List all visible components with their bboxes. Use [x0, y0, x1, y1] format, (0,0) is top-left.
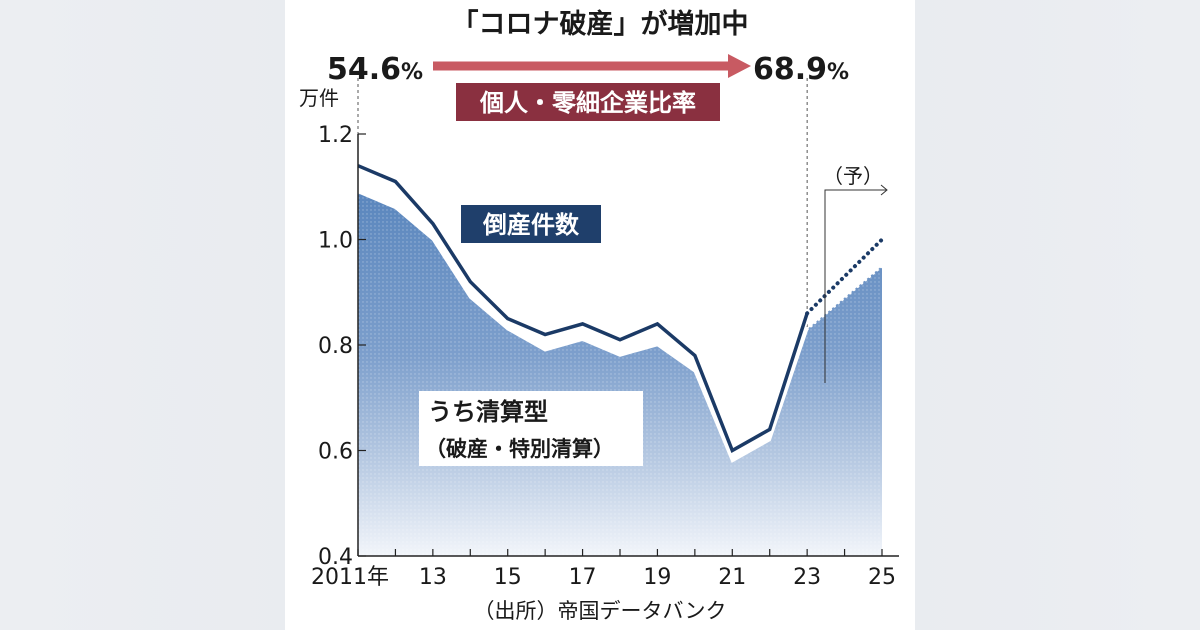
ratio-end: 68.9%: [753, 52, 849, 87]
series-liq-label: うち清算型: [428, 398, 548, 426]
ratio-arrow-head: [728, 54, 751, 78]
x-tick-label: 17: [569, 565, 597, 590]
chart-title: 「コロナ破産」が増加中: [452, 8, 749, 40]
series-total-label-box: [461, 205, 601, 243]
forecast-bracket-tip: [880, 184, 888, 196]
x-tick-label: 13: [419, 565, 447, 590]
line-layer: [356, 162, 884, 463]
x-tick-label: 15: [494, 565, 522, 590]
y-tick-label: 0.8: [318, 334, 353, 359]
y-tick-label: 1.0: [318, 229, 353, 254]
y-unit-label: 万件: [299, 86, 339, 110]
x-tick-label: 2011年: [311, 565, 389, 590]
chart-card: 「コロナ破産」が増加中 54.6% 68.9% 個人・零細企業比率 万件 0.4…: [285, 0, 915, 630]
ratio-start-unit: %: [401, 60, 423, 85]
liquidation-line: [357, 190, 809, 463]
source-note: （出所）帝国データバンク: [473, 599, 726, 623]
ratio-start-value: 54.6: [327, 52, 401, 87]
svg-text:68.9%: 68.9%: [753, 52, 849, 87]
axes: 0.4 0.6 0.8 1.0 1.2 2011年 13 15 17 19 21 23 25: [311, 123, 899, 590]
ratio-end-unit: %: [827, 60, 849, 85]
ratio-label: 個人・零細企業比率: [479, 89, 696, 117]
forecast-label: （予）: [823, 164, 883, 188]
x-tick-label: 25: [868, 565, 896, 590]
series-total-label: 倒産件数: [482, 211, 580, 239]
ratio-end-value: 68.9: [753, 52, 827, 87]
series-liq-label-box: [419, 391, 643, 466]
series-liq-sublabel: （破産・特別清算）: [425, 437, 614, 461]
chart: 「コロナ破産」が増加中 54.6% 68.9% 個人・零細企業比率 万件 0.4…: [299, 8, 899, 623]
ratio-label-box: [456, 83, 720, 121]
svg-text:54.6%: 54.6%: [327, 52, 423, 87]
y-tick-label: 0.4: [318, 545, 353, 570]
x-tick-label: 19: [643, 565, 671, 590]
forecast-bracket: [824, 189, 887, 383]
ratio-start: 54.6%: [327, 52, 423, 87]
total-forecast-line: [805, 237, 884, 316]
x-tick-label: 21: [718, 565, 746, 590]
y-tick-label: 0.6: [318, 440, 353, 465]
total-line: [357, 164, 809, 454]
liquidation-forecast-line: [805, 264, 884, 331]
y-tick-label: 1.2: [318, 123, 353, 148]
x-tick-label: 23: [793, 565, 821, 590]
